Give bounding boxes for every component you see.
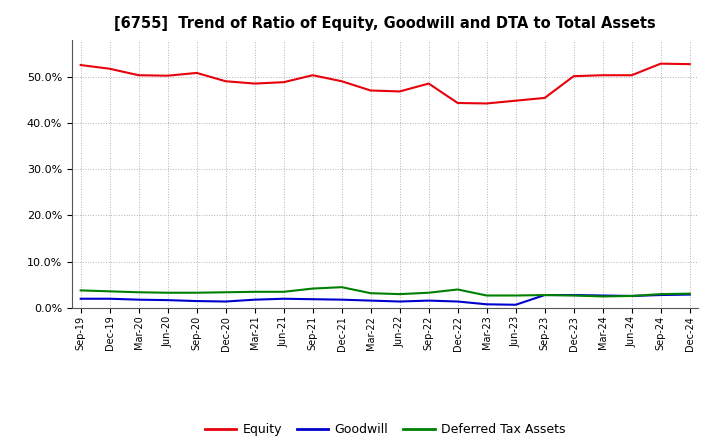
Goodwill [163, 297, 172, 303]
Equity [338, 79, 346, 84]
Goodwill [598, 293, 607, 298]
Goodwill [657, 293, 665, 298]
Goodwill [76, 296, 85, 301]
Equity [627, 73, 636, 78]
Goodwill [105, 296, 114, 301]
Line: Deferred Tax Assets: Deferred Tax Assets [81, 287, 690, 297]
Equity [76, 62, 85, 68]
Deferred Tax Assets [424, 290, 433, 295]
Deferred Tax Assets [163, 290, 172, 295]
Goodwill [627, 293, 636, 299]
Equity [657, 61, 665, 66]
Deferred Tax Assets [135, 290, 143, 295]
Equity [192, 70, 201, 76]
Goodwill [511, 302, 520, 308]
Equity [482, 101, 491, 106]
Equity [279, 80, 288, 85]
Goodwill [338, 297, 346, 302]
Deferred Tax Assets [541, 293, 549, 298]
Equity [105, 66, 114, 71]
Goodwill [424, 298, 433, 303]
Goodwill [308, 297, 317, 302]
Goodwill [395, 299, 404, 304]
Equity [395, 89, 404, 94]
Goodwill [570, 293, 578, 298]
Deferred Tax Assets [338, 285, 346, 290]
Equity [251, 81, 259, 86]
Goodwill [482, 302, 491, 307]
Deferred Tax Assets [454, 287, 462, 292]
Goodwill [541, 293, 549, 298]
Deferred Tax Assets [366, 290, 375, 296]
Goodwill [221, 299, 230, 304]
Equity [454, 100, 462, 106]
Deferred Tax Assets [251, 289, 259, 294]
Deferred Tax Assets [76, 288, 85, 293]
Deferred Tax Assets [279, 289, 288, 294]
Deferred Tax Assets [192, 290, 201, 295]
Goodwill [135, 297, 143, 302]
Deferred Tax Assets [657, 291, 665, 297]
Deferred Tax Assets [685, 291, 694, 296]
Deferred Tax Assets [511, 293, 520, 298]
Equity [366, 88, 375, 93]
Deferred Tax Assets [598, 294, 607, 299]
Goodwill [279, 296, 288, 301]
Equity [308, 73, 317, 78]
Deferred Tax Assets [627, 293, 636, 299]
Equity [570, 73, 578, 79]
Goodwill [192, 298, 201, 304]
Equity [221, 79, 230, 84]
Deferred Tax Assets [221, 290, 230, 295]
Deferred Tax Assets [570, 293, 578, 298]
Legend: Equity, Goodwill, Deferred Tax Assets: Equity, Goodwill, Deferred Tax Assets [200, 418, 570, 440]
Line: Goodwill: Goodwill [81, 295, 690, 305]
Deferred Tax Assets [105, 289, 114, 294]
Deferred Tax Assets [308, 286, 317, 291]
Equity [598, 73, 607, 78]
Equity [163, 73, 172, 78]
Goodwill [685, 292, 694, 297]
Line: Equity: Equity [81, 64, 690, 103]
Goodwill [454, 299, 462, 304]
Equity [424, 81, 433, 86]
Equity [135, 73, 143, 78]
Equity [511, 98, 520, 103]
Deferred Tax Assets [482, 293, 491, 298]
Equity [541, 95, 549, 101]
Deferred Tax Assets [395, 291, 404, 297]
Goodwill [251, 297, 259, 302]
Goodwill [366, 298, 375, 303]
Title: [6755]  Trend of Ratio of Equity, Goodwill and DTA to Total Assets: [6755] Trend of Ratio of Equity, Goodwil… [114, 16, 656, 32]
Equity [685, 62, 694, 67]
